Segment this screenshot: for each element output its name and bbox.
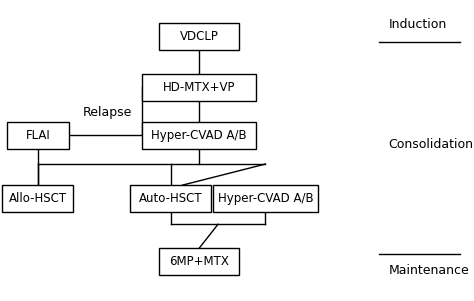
FancyBboxPatch shape [7, 122, 69, 149]
Text: VDCLP: VDCLP [180, 29, 219, 43]
Text: Induction: Induction [389, 17, 447, 31]
Text: Hyper-CVAD A/B: Hyper-CVAD A/B [218, 192, 313, 205]
FancyBboxPatch shape [159, 248, 239, 275]
Text: HD-MTX+VP: HD-MTX+VP [163, 81, 235, 94]
FancyBboxPatch shape [130, 185, 211, 212]
Text: Auto-HSCT: Auto-HSCT [139, 192, 202, 205]
Text: Maintenance: Maintenance [389, 264, 469, 278]
FancyBboxPatch shape [2, 185, 73, 212]
FancyBboxPatch shape [159, 23, 239, 50]
FancyBboxPatch shape [142, 122, 256, 149]
FancyBboxPatch shape [213, 185, 318, 212]
Text: Hyper-CVAD A/B: Hyper-CVAD A/B [151, 129, 247, 142]
FancyBboxPatch shape [142, 74, 256, 101]
Text: Consolidation: Consolidation [389, 138, 474, 151]
Text: Relapse: Relapse [83, 106, 132, 119]
Text: 6MP+MTX: 6MP+MTX [169, 255, 229, 268]
Text: FLAI: FLAI [26, 129, 50, 142]
Text: Allo-HSCT: Allo-HSCT [9, 192, 67, 205]
